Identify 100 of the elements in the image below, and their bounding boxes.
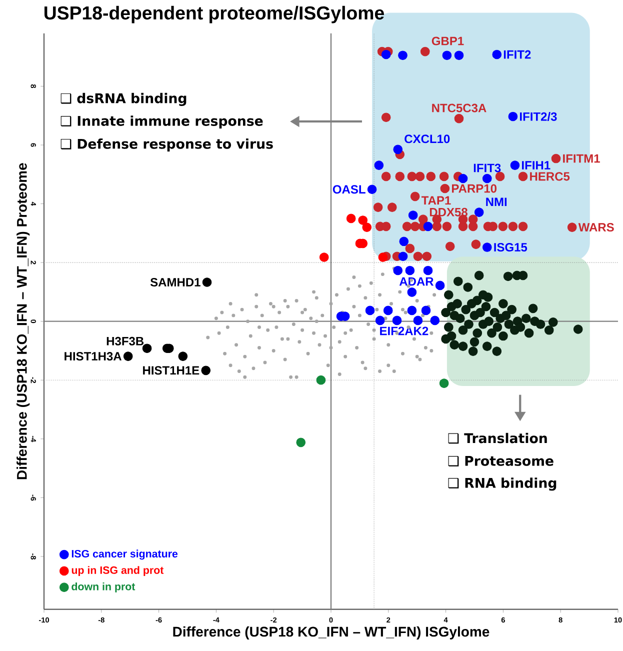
- annotation: IFIH1: [522, 161, 550, 170]
- point: [423, 222, 433, 232]
- point: [407, 288, 417, 297]
- annotation: HIST1H3A: [64, 352, 122, 361]
- point: [474, 208, 484, 217]
- point: [466, 299, 476, 308]
- point: [481, 302, 491, 312]
- legend-label: down in prot: [72, 582, 136, 592]
- point: [413, 316, 423, 326]
- chart-title: USP18-dependent proteome/ISGylome: [44, 6, 384, 24]
- point: [374, 160, 384, 170]
- point: [482, 242, 492, 252]
- annotation: ISG15: [494, 243, 528, 252]
- point: [503, 272, 513, 282]
- point: [399, 236, 409, 246]
- point: [444, 322, 454, 332]
- point: [476, 308, 485, 318]
- annotation: IFIT2/3: [520, 112, 557, 121]
- annotation: TAP1: [421, 196, 451, 205]
- point: [518, 270, 528, 280]
- point: [468, 346, 478, 356]
- point: [573, 324, 583, 334]
- point: [393, 144, 403, 154]
- point: [393, 266, 403, 276]
- point: [498, 331, 508, 341]
- point: [458, 342, 468, 351]
- point: [510, 160, 520, 170]
- point: [490, 308, 500, 318]
- point: [454, 50, 464, 60]
- point: [516, 322, 526, 332]
- point: [567, 222, 577, 232]
- x-axis-title: Difference (USP18 KO_IFN – WT_IFN) ISGylome: [173, 626, 490, 640]
- point: [450, 340, 460, 350]
- point: [407, 306, 417, 316]
- annotation: H3F3B: [106, 336, 144, 346]
- point: [478, 290, 488, 300]
- point: [548, 318, 558, 327]
- point: [373, 202, 383, 212]
- annotation: IFIT3: [474, 164, 501, 172]
- annotation: HIST1H1E: [143, 366, 200, 375]
- annotation: NTC5C3A: [432, 104, 486, 112]
- annotation: EIF2AK2: [380, 326, 428, 336]
- point: [482, 174, 492, 184]
- point: [398, 50, 408, 60]
- point: [454, 114, 464, 124]
- point: [142, 344, 152, 354]
- point: [528, 304, 538, 314]
- point: [442, 50, 452, 60]
- point: [495, 172, 505, 182]
- annotation: ❑ Translation: [448, 432, 547, 444]
- annotation: ❑ Defense response to virus: [60, 138, 273, 152]
- point: [405, 266, 415, 276]
- point: [296, 438, 306, 448]
- point: [464, 320, 474, 329]
- point: [421, 306, 431, 316]
- annotation: ❑ RNA binding: [448, 478, 556, 491]
- point: [123, 352, 133, 361]
- annotation: SAMHD1: [150, 278, 200, 286]
- point: [413, 252, 423, 262]
- point: [407, 172, 417, 182]
- annotation: WARS: [578, 223, 614, 232]
- point: [378, 252, 388, 262]
- point: [423, 266, 433, 276]
- point: [501, 310, 511, 320]
- point: [405, 244, 415, 254]
- point: [518, 222, 528, 232]
- annotation: OASL: [332, 185, 366, 194]
- point: [415, 172, 425, 182]
- legend-label: up in ISG and prot: [72, 566, 164, 576]
- annotation: GBP1: [432, 36, 464, 46]
- annotation: HERC5: [530, 172, 570, 181]
- annotation: DDX58: [430, 208, 468, 216]
- point: [381, 50, 391, 60]
- point: [444, 290, 454, 300]
- point: [439, 172, 449, 182]
- annotation: IFITM1: [563, 154, 600, 163]
- point: [440, 184, 450, 194]
- annotation: ❑ Proteasome: [448, 456, 554, 466]
- point: [358, 216, 368, 225]
- point: [392, 316, 402, 326]
- point: [408, 210, 418, 220]
- point: [463, 282, 473, 292]
- point: [484, 316, 494, 326]
- point: [422, 252, 432, 262]
- point: [452, 299, 462, 308]
- point: [461, 304, 471, 314]
- point: [544, 325, 554, 335]
- point: [482, 342, 492, 351]
- point: [383, 306, 393, 316]
- annotation: IFIT2: [504, 50, 531, 59]
- point: [507, 304, 516, 314]
- point: [319, 252, 329, 262]
- point: [202, 278, 212, 287]
- y-axis-title: Difference (USP18 KO_IFN – WT_IFN) Proteome: [16, 163, 30, 480]
- point: [442, 222, 452, 232]
- point: [551, 154, 561, 164]
- point: [418, 214, 428, 224]
- point: [375, 316, 385, 326]
- point: [178, 352, 188, 361]
- point: [508, 222, 518, 232]
